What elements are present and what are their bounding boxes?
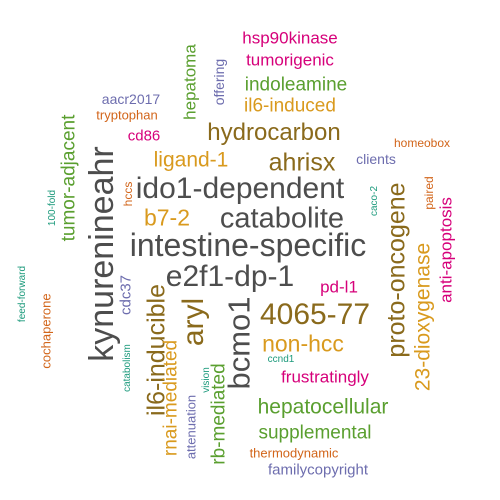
word-thermodynamic: thermodynamic <box>249 445 339 461</box>
word-cd86: cd86 <box>127 127 161 145</box>
word-non-hcc: non-hcc <box>262 330 344 357</box>
word-hsp90kinase: hsp90kinase <box>242 28 338 48</box>
word-hydrocarbon: hydrocarbon <box>207 119 341 146</box>
word-tumor-adjacent: tumor-adjacent <box>58 114 80 242</box>
word-rb-mediated: rb-mediated <box>208 363 230 465</box>
word-ligand-1: ligand-1 <box>153 148 229 172</box>
word-23-dioxygenase: 23-dioxygenase <box>411 242 435 392</box>
word-homeobox: homeobox <box>393 136 451 150</box>
word-100-fold: 100-fold <box>47 189 58 227</box>
word-tumorigenic: tumorigenic <box>246 50 334 70</box>
word-offering: offering <box>211 58 227 106</box>
word-ccnd1: ccnd1 <box>267 354 295 365</box>
word-clients: clients <box>356 151 396 167</box>
word-supplemental: supplemental <box>258 422 372 444</box>
word-rnai-mediated: rnai-mediated <box>160 339 182 457</box>
word-hepatoma: hepatoma <box>180 44 200 120</box>
word-anti-apoptosis: anti-apoptosis <box>436 197 456 303</box>
word-cdc37: cdc37 <box>117 274 135 316</box>
word-attenuation: attenuation <box>183 394 199 460</box>
word-familycopyright: familycopyright <box>267 461 369 479</box>
word-caco-2: caco-2 <box>369 185 380 217</box>
word-il6-induced: il6-induced <box>244 95 336 117</box>
word-vision: vision <box>201 367 212 393</box>
word-b7-2: b7-2 <box>143 204 191 231</box>
word-aacr2017: aacr2017 <box>101 91 161 107</box>
word-proto-oncogene: proto-oncogene <box>382 182 411 358</box>
word-frustratingly: frustratingly <box>281 367 369 387</box>
word-kynurenineahr: kynurenineahr <box>83 146 121 362</box>
word-hccs: hccs <box>121 181 135 207</box>
word-feed-forward: feed-forward <box>17 265 28 323</box>
word-catabolism: catabolism <box>122 344 133 392</box>
word-ahrisx: ahrisx <box>268 148 336 177</box>
word-4065-77: 4065-77 <box>259 298 371 331</box>
word-indoleamine: indoleamine <box>244 74 348 96</box>
word-tryptophan: tryptophan <box>96 107 158 123</box>
word-cochaperone: cochaperone <box>38 293 54 369</box>
word-ido1-dependent: ido1-dependent <box>135 172 345 205</box>
word-paired: paired <box>422 176 436 210</box>
word-e2f1-dp-1: e2f1-dp-1 <box>165 260 295 293</box>
word-intestine-specific: intestine-specific <box>129 227 367 263</box>
word-hepatocellular: hepatocellular <box>257 395 389 419</box>
word-catabolite: catabolite <box>219 202 345 235</box>
word-pd-l1: pd-l1 <box>320 277 358 297</box>
word-aryl: aryl <box>177 297 210 347</box>
